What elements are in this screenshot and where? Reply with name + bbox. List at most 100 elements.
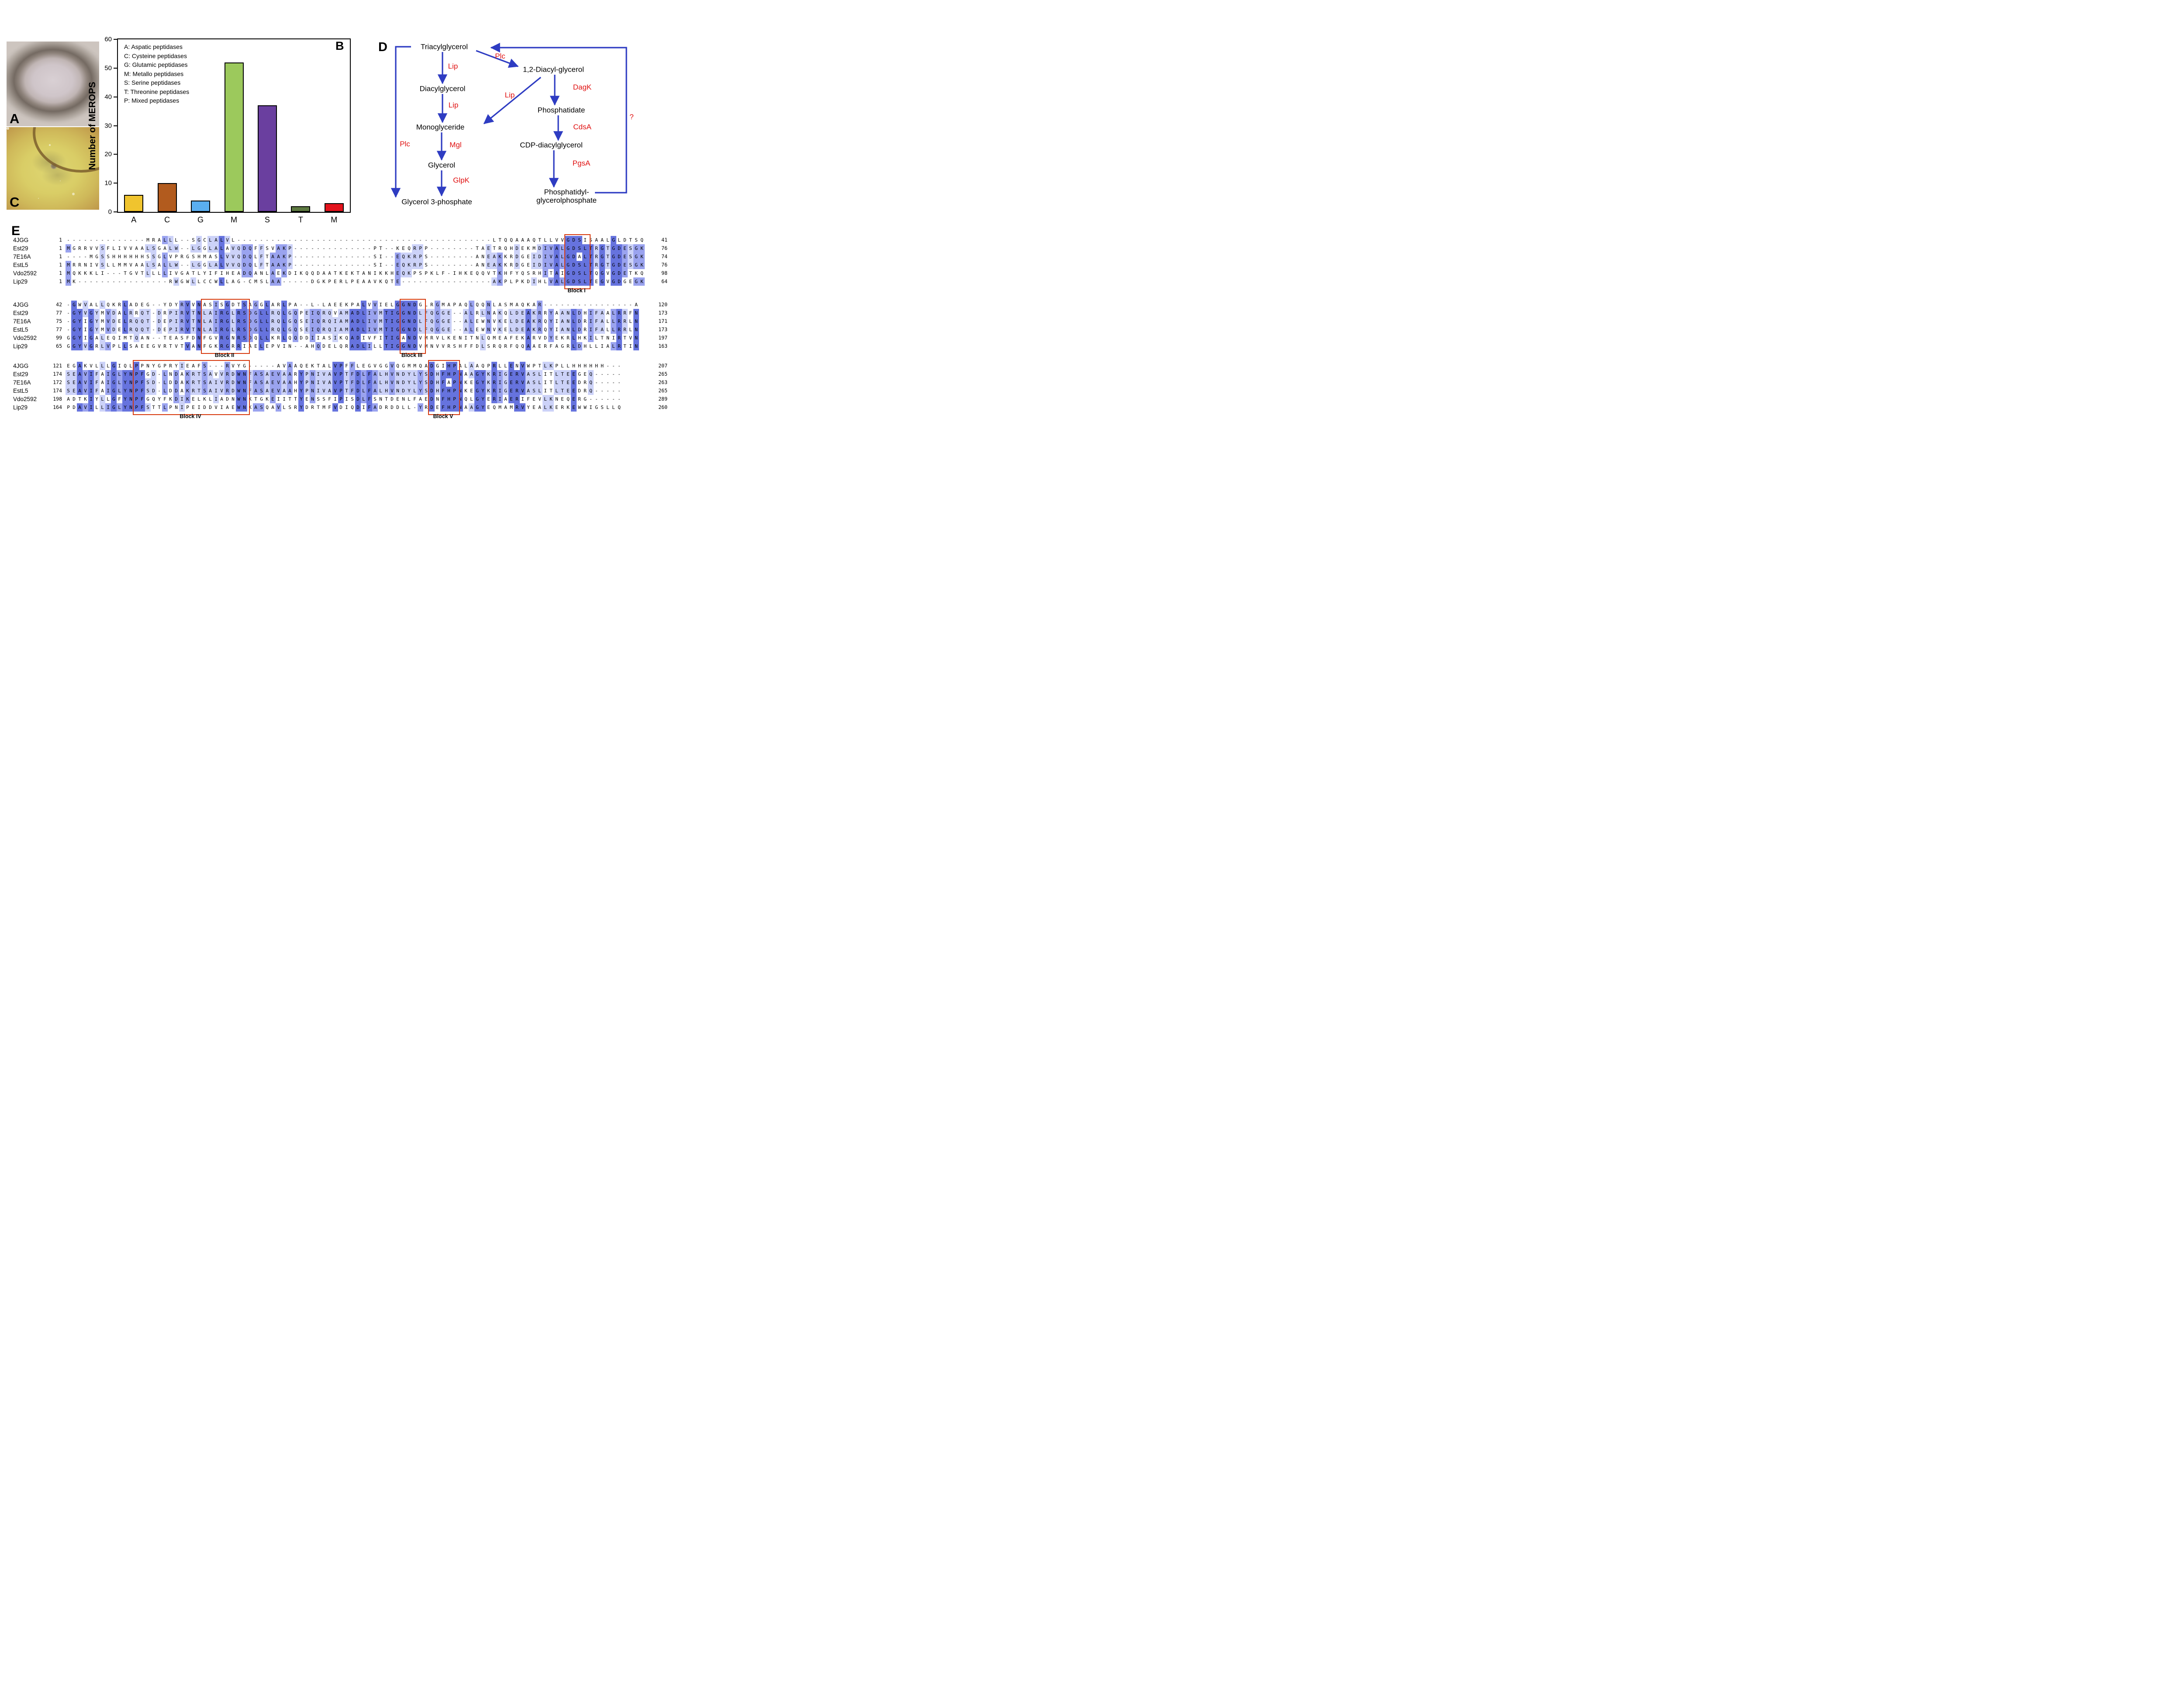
residue: D [230,378,236,387]
residue: V [389,370,395,378]
residue: - [158,371,161,377]
residue: A [601,237,604,243]
residue: P [418,253,423,261]
residue: - [567,302,570,308]
residue: - [237,237,240,243]
figure-canvas: A C Number of MEROPS A: Aspatic peptidas… [0,0,675,425]
residue: A [95,335,98,341]
residue: E [470,380,473,385]
residue: E [304,309,310,317]
residue: - [339,246,342,251]
residue-start-number: 1 [59,245,62,251]
residue: D [135,302,138,308]
residue: S [328,335,331,341]
residue: N [486,325,491,334]
residue: I [345,396,348,402]
residue: L [504,363,507,369]
residue: M [498,405,501,410]
residue: I [362,405,365,410]
residue: L [470,396,473,402]
residue: G [385,363,388,369]
residue: A [560,309,565,317]
residue: L [554,370,560,378]
residue: R [594,261,599,269]
residue: K [379,279,382,284]
residue: K [73,279,76,284]
residue: V [185,301,190,309]
residue: L [561,363,564,369]
residue: T [538,363,541,369]
residue: A [459,302,462,308]
residue: T [356,270,359,276]
y-tick-label: 60 [104,35,112,43]
residue: Q [236,261,242,269]
residue: - [118,270,121,276]
x-category-label: G [197,215,204,224]
residue: T [129,335,132,341]
residue: G [561,343,564,349]
x-category-label: T [298,215,303,224]
residue: A [213,244,219,253]
residue: Y [480,378,486,387]
residue: I [366,325,372,334]
residue: Y [122,387,128,395]
residue: C [203,237,206,243]
residue: K [430,270,433,276]
residue: H [435,378,440,387]
residue: - [623,302,626,308]
residue: G [253,301,259,309]
residue: W [173,244,179,253]
residue: S [373,254,377,260]
residue: K [635,270,638,276]
residue: H [446,387,452,395]
residue: R [294,371,297,377]
residue: A [322,270,325,276]
residue: F [594,309,599,317]
residue: G [71,309,77,317]
residue: E [571,378,577,387]
residue: G [71,325,77,334]
residue: L [595,335,598,341]
residue: D [156,317,162,325]
residue: - [118,237,121,243]
residue: V [334,310,337,316]
residue: A [356,302,359,308]
residue: Q [618,405,621,410]
residue: S [487,343,490,349]
residue: V [277,343,280,349]
residue: G [225,309,230,317]
residue: L [122,309,128,317]
residue: - [442,246,445,251]
residue: T [266,262,269,268]
residue: - [447,262,450,268]
residue: L [361,370,366,378]
residue: A [253,370,259,378]
residue: L [508,325,514,334]
residue: - [158,279,161,284]
residue: - [305,302,308,308]
residue: N [481,262,484,268]
residue: A [447,380,450,385]
residue: E [270,395,276,403]
residue: E [532,396,536,402]
residue: L [582,261,588,269]
residue: - [135,237,138,243]
residue: Q [640,270,643,276]
residue: Y [122,395,128,403]
residue: L [356,363,359,369]
residue: Y [548,309,554,317]
y-tick-label: 40 [104,93,112,101]
enzyme-label-lip: Lip [448,62,458,70]
residue: F [328,396,331,402]
residue: E [555,405,558,410]
residue: G [623,279,626,284]
residue: - [436,279,439,284]
residue: K [504,254,507,260]
residue: H [384,370,389,378]
residue: Y [163,302,166,308]
residue: D [242,253,247,261]
residue: R [219,309,225,317]
residue: - [300,254,303,260]
residue: I [243,343,246,349]
residue: K [639,261,645,269]
